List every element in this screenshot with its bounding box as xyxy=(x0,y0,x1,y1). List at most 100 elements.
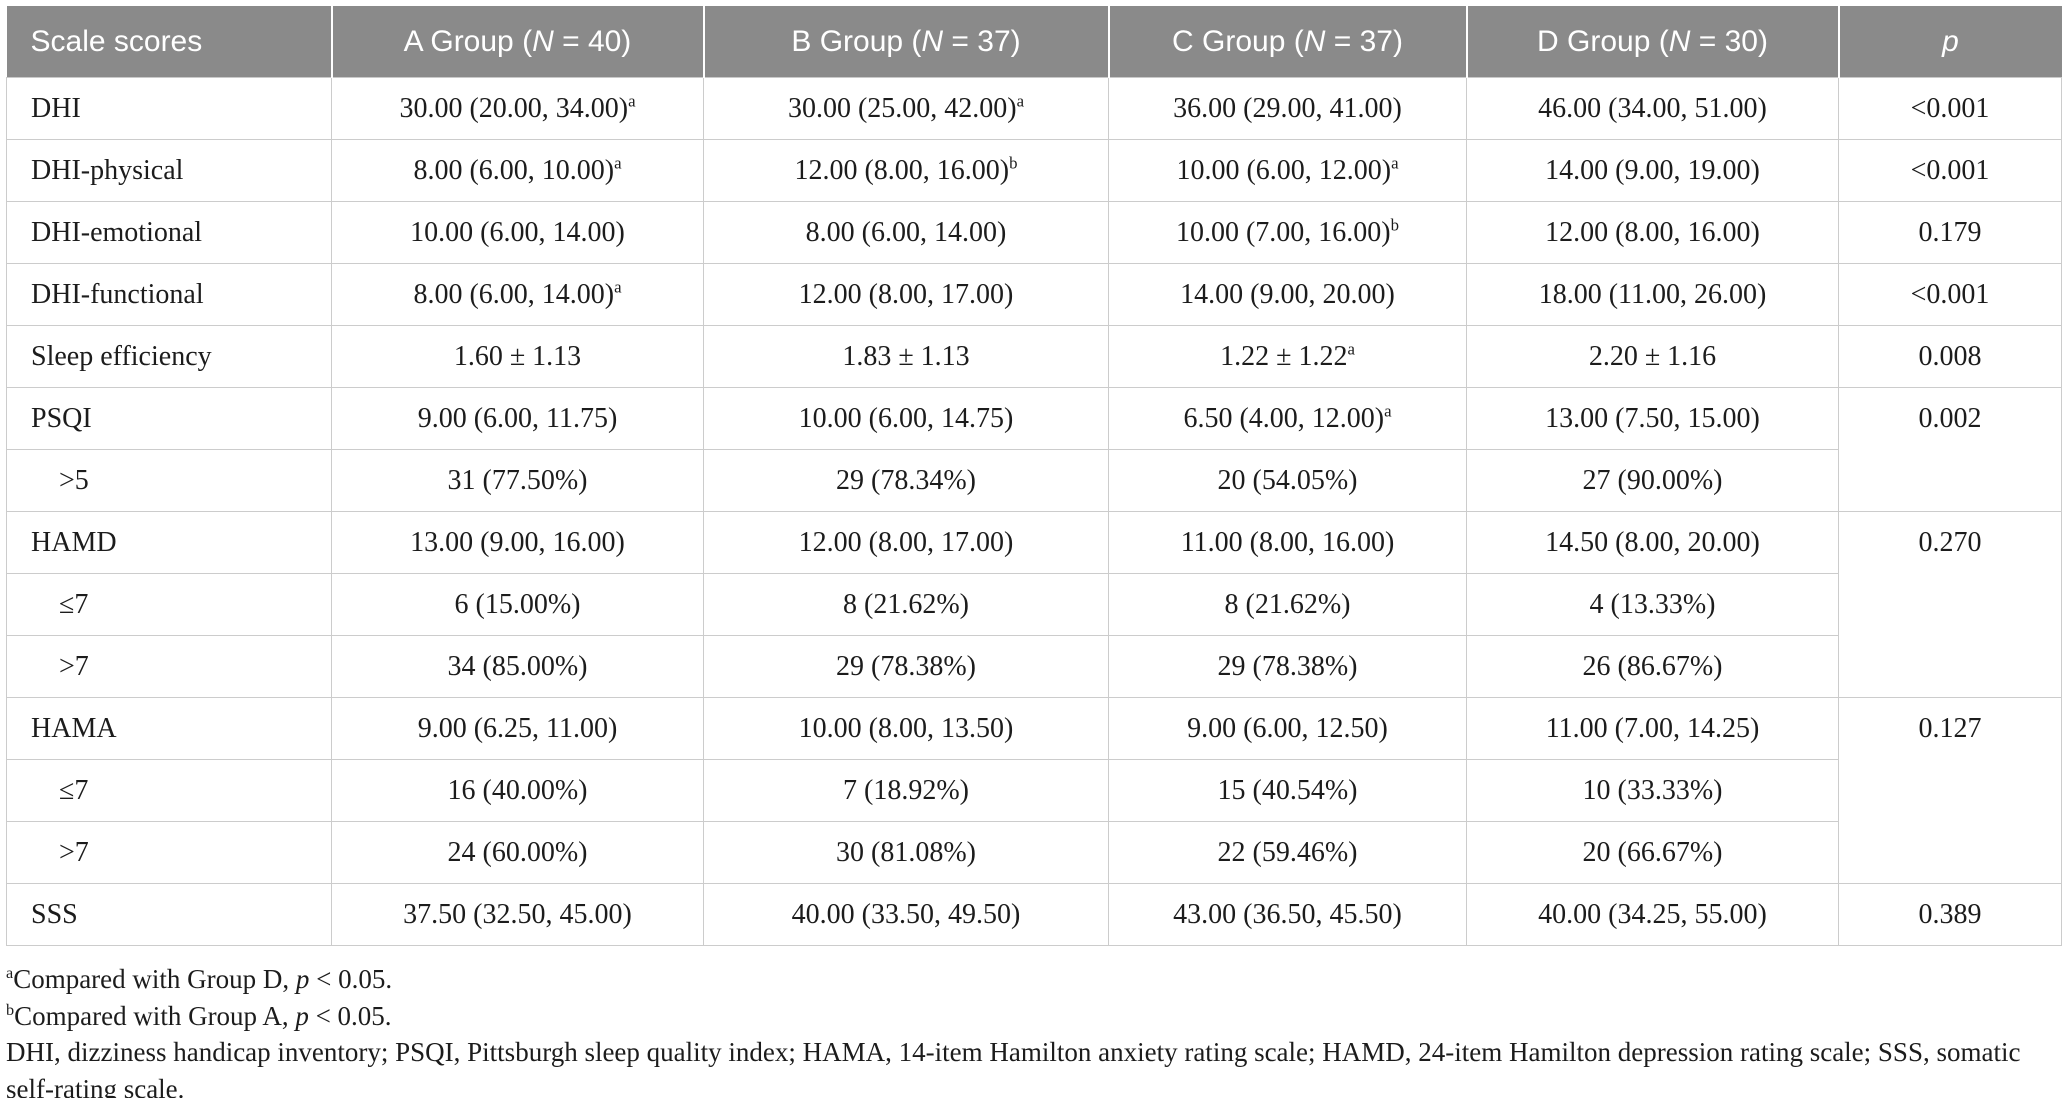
value-cell: 22 (59.46%) xyxy=(1108,821,1467,884)
p-value-text: 0.127 xyxy=(1918,713,1982,744)
value-cell: 9.00 (6.00, 11.75) xyxy=(331,387,704,450)
value-cell: 8.00 (6.00, 10.00)a xyxy=(331,139,704,202)
value-cell: 29 (78.38%) xyxy=(703,635,1109,698)
value-cell: 16 (40.00%) xyxy=(331,759,704,822)
value-cell: 12.00 (8.00, 16.00)b xyxy=(703,139,1109,202)
value-cell: 1.83 ± 1.13 xyxy=(703,325,1109,388)
value-cell: 12.00 (8.00, 17.00) xyxy=(703,263,1109,326)
row-label-cell: DHI-functional xyxy=(6,263,332,326)
row-label-cell: Sleep efficiency xyxy=(6,325,332,388)
table-row: >7 34 (85.00%) 29 (78.38%) 29 (78.38%) 26 (8… xyxy=(6,635,2062,698)
p-value-text: 0.270 xyxy=(1918,527,1982,558)
value-cell: 11.00 (8.00, 16.00) xyxy=(1108,511,1467,574)
value-cell: 9.00 (6.25, 11.00) xyxy=(331,697,704,760)
p-value-cell: <0.001 xyxy=(1838,77,2062,140)
value-cell: 6 (15.00%) xyxy=(331,573,704,636)
row-label-cell: DHI-physical xyxy=(6,139,332,202)
row-label-cell: DHI xyxy=(6,77,332,140)
value-cell: 10.00 (7.00, 16.00)b xyxy=(1108,201,1467,264)
row-label-cell: >7 xyxy=(6,635,332,698)
row-label-cell: ≤7 xyxy=(6,759,332,822)
value-cell: 20 (54.05%) xyxy=(1108,449,1467,512)
column-header-group-a: A Group (N = 40) xyxy=(330,6,704,78)
value-cell: 14.50 (8.00, 20.00) xyxy=(1466,511,1839,574)
row-label-cell: SSS xyxy=(6,883,332,946)
table-header: Scale scores A Group (N = 40) B Group (N =… xyxy=(6,6,2062,78)
value-cell: 10.00 (8.00, 13.50) xyxy=(703,697,1109,760)
value-cell: 18.00 (11.00, 26.00) xyxy=(1466,263,1839,326)
value-cell: 10.00 (6.00, 14.00) xyxy=(331,201,704,264)
scale-scores-table: Scale scores A Group (N = 40) B Group (N =… xyxy=(6,6,2062,946)
superscript-marker: a xyxy=(1384,401,1392,421)
table-row: DHI 30.00 (20.00, 34.00)a 30.00 (25.00, 42… xyxy=(6,77,2062,140)
p-value-cell: 0.127 xyxy=(1838,697,2062,884)
value-cell: 20 (66.67%) xyxy=(1466,821,1839,884)
value-cell: 11.00 (7.00, 14.25) xyxy=(1466,697,1839,760)
table-row: HAMA 9.00 (6.25, 11.00) 10.00 (8.00, 13.50… xyxy=(6,697,2062,884)
value-cell: 14.00 (9.00, 19.00) xyxy=(1466,139,1839,202)
value-cell: 40.00 (34.25, 55.00) xyxy=(1466,883,1839,946)
p-value-cell: 0.179 xyxy=(1838,201,2062,264)
superscript-marker: a xyxy=(1391,153,1399,173)
value-cell: 46.00 (34.00, 51.00) xyxy=(1466,77,1839,140)
value-cell: 40.00 (33.50, 49.50) xyxy=(703,883,1109,946)
value-cell: 30.00 (20.00, 34.00)a xyxy=(331,77,704,140)
superscript-marker: b xyxy=(1009,153,1018,173)
value-cell: 27 (90.00%) xyxy=(1466,449,1839,512)
row-label-cell: >7 xyxy=(6,821,332,884)
column-header-group-c: C Group (N = 37) xyxy=(1107,6,1467,78)
superscript-marker: a xyxy=(1016,91,1025,111)
table-footnotes: aCompared with Group D, p < 0.05. bCompar… xyxy=(6,946,2061,1098)
value-cell: 14.00 (9.00, 20.00) xyxy=(1108,263,1467,326)
superscript-marker: b xyxy=(6,1000,15,1019)
footnote-line: bCompared with Group A, p < 0.05. xyxy=(6,1000,392,1031)
row-label-cell: DHI-emotional xyxy=(6,201,332,264)
value-cell: 30 (81.08%) xyxy=(703,821,1109,884)
p-value-cell: 0.002 xyxy=(1838,387,2062,512)
superscript-marker: a xyxy=(1347,339,1355,359)
p-value-cell: 0.008 xyxy=(1838,325,2062,388)
value-cell: 13.00 (9.00, 16.00) xyxy=(331,511,704,574)
value-cell: 43.00 (36.50, 45.50) xyxy=(1108,883,1467,946)
value-cell: 2.20 ± 1.16 xyxy=(1466,325,1839,388)
column-header-scale-scores: Scale scores xyxy=(6,6,332,78)
table-row: ≤7 16 (40.00%) 7 (18.92%) 15 (40.54%) 10 (33… xyxy=(6,759,2062,822)
table-row: DHI-functional 8.00 (6.00, 14.00)a 12.00 (… xyxy=(6,263,2062,326)
value-cell: 34 (85.00%) xyxy=(331,635,704,698)
value-cell: 13.00 (7.50, 15.00) xyxy=(1466,387,1839,450)
table-row: DHI-emotional 10.00 (6.00, 14.00) 8.00 (6.… xyxy=(6,201,2062,264)
value-cell: 29 (78.34%) xyxy=(703,449,1109,512)
value-cell: 15 (40.54%) xyxy=(1108,759,1467,822)
value-cell: 30.00 (25.00, 42.00)a xyxy=(703,77,1109,140)
value-cell: 10.00 (6.00, 12.00)a xyxy=(1108,139,1467,202)
table-row: PSQI 9.00 (6.00, 11.75) 10.00 (6.00, 14.75… xyxy=(6,387,2062,512)
column-header-group-d: D Group (N = 30) xyxy=(1465,6,1839,78)
p-value-cell: 0.270 xyxy=(1838,511,2062,698)
p-value-cell: <0.001 xyxy=(1838,263,2062,326)
table-row: HAMD 13.00 (9.00, 16.00) 12.00 (8.00, 17.0… xyxy=(6,511,2062,698)
value-cell: 10 (33.33%) xyxy=(1466,759,1839,822)
table-row: Sleep efficiency 1.60 ± 1.13 1.83 ± 1.13 1.… xyxy=(6,325,2062,388)
column-header-p-value: p xyxy=(1837,6,2062,78)
row-label-cell: PSQI xyxy=(6,387,332,450)
value-cell: 7 (18.92%) xyxy=(703,759,1109,822)
row-label-cell: >5 xyxy=(6,449,332,512)
value-cell: 9.00 (6.00, 12.50) xyxy=(1108,697,1467,760)
value-cell: 1.22 ± 1.22a xyxy=(1108,325,1467,388)
p-value-cell: 0.389 xyxy=(1838,883,2062,946)
value-cell: 24 (60.00%) xyxy=(331,821,704,884)
value-cell: 8 (21.62%) xyxy=(1108,573,1467,636)
value-cell: 8 (21.62%) xyxy=(703,573,1109,636)
value-cell: 8.00 (6.00, 14.00) xyxy=(703,201,1109,264)
table-body: DHI 30.00 (20.00, 34.00)a 30.00 (25.00, 42… xyxy=(6,77,2062,946)
superscript-marker: a xyxy=(6,964,14,982)
superscript-marker: b xyxy=(1390,215,1400,235)
superscript-marker: a xyxy=(614,277,622,297)
row-label-cell: HAMD xyxy=(6,511,332,574)
table-row: >7 24 (60.00%) 30 (81.08%) 22 (59.46%) 20 (6… xyxy=(6,821,2062,884)
column-header-group-b: B Group (N = 37) xyxy=(702,6,1109,78)
value-cell: 12.00 (8.00, 16.00) xyxy=(1466,201,1839,264)
value-cell: 37.50 (32.50, 45.00) xyxy=(331,883,704,946)
p-value-text: 0.002 xyxy=(1918,403,1982,434)
